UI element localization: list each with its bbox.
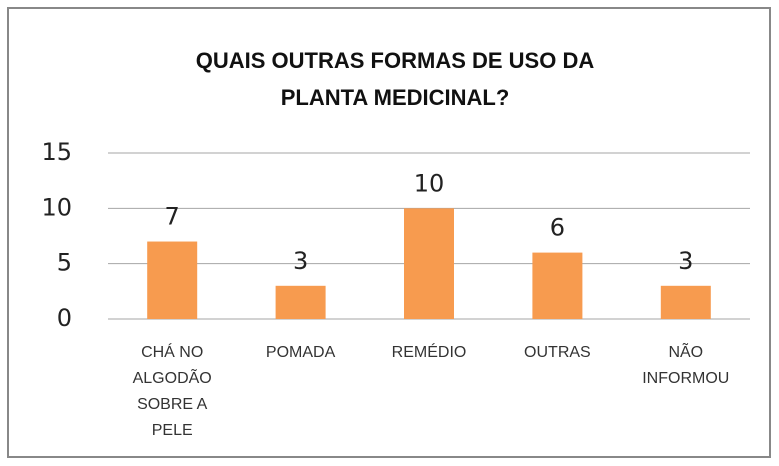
data-label: 7 (165, 203, 180, 231)
x-tick-label: NÃO INFORMOU (642, 344, 730, 387)
y-tick-label: 10 (41, 193, 72, 221)
x-tick-label: OUTRAS (524, 344, 591, 361)
bar (275, 285, 326, 319)
data-label: 6 (550, 214, 565, 242)
x-tick-label: REMÉDIO (391, 344, 467, 361)
y-tick-label: 5 (57, 249, 72, 277)
data-label: 3 (293, 247, 308, 275)
bar (404, 208, 454, 319)
y-tick-label: 0 (57, 304, 72, 332)
data-label: 10 (414, 169, 445, 197)
y-tick-label: 15 (41, 138, 72, 166)
x-tick-label: POMADA (265, 344, 336, 361)
chart-title: QUAIS OUTRAS FORMAS DE USO DA PLANTA MED… (195, 48, 595, 110)
data-label: 3 (678, 247, 693, 275)
chart-frame (7, 7, 771, 458)
bar (532, 252, 583, 319)
bar (660, 285, 711, 319)
bar (147, 241, 198, 319)
x-tick-label: CHÁ NO ALGODÃO SOBRE A PELE (132, 344, 212, 439)
